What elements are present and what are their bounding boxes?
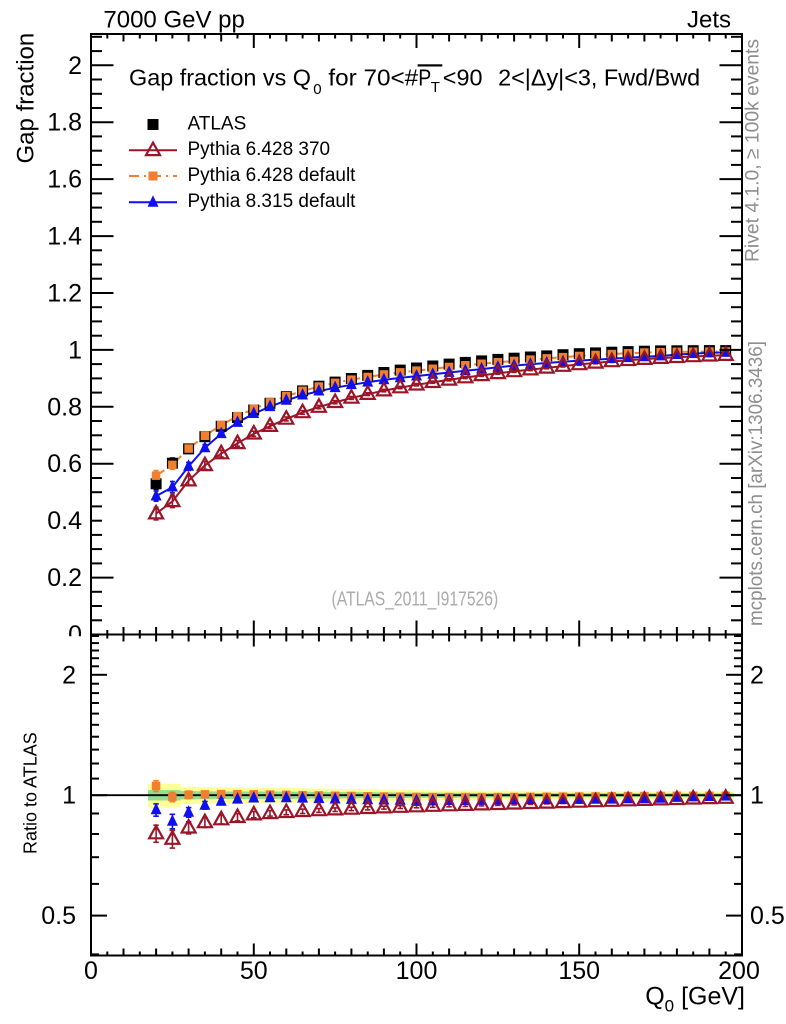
svg-text:1.2: 1.2 bbox=[47, 280, 82, 308]
svg-text:T: T bbox=[431, 79, 440, 96]
svg-text:0.5: 0.5 bbox=[41, 902, 76, 930]
svg-text:for 70<#: for 70<# bbox=[328, 65, 418, 91]
svg-text:1.4: 1.4 bbox=[47, 223, 82, 251]
svg-text:1: 1 bbox=[750, 782, 764, 810]
svg-text:0.8: 0.8 bbox=[47, 393, 82, 421]
svg-text:7000 GeV pp: 7000 GeV pp bbox=[103, 7, 244, 34]
svg-text:2: 2 bbox=[750, 661, 764, 689]
svg-text:150: 150 bbox=[558, 957, 600, 985]
svg-text:2<|Δy|<3, Fwd/Bwd: 2<|Δy|<3, Fwd/Bwd bbox=[498, 65, 700, 91]
svg-text:0.4: 0.4 bbox=[47, 507, 82, 535]
svg-text:P: P bbox=[418, 65, 431, 91]
svg-text:Gap fraction: Gap fraction bbox=[13, 33, 40, 164]
svg-text:<90: <90 bbox=[443, 65, 483, 91]
svg-text:Ratio to ATLAS: Ratio to ATLAS bbox=[21, 732, 41, 854]
svg-text:mcplots.cern.ch [arXiv:1306.34: mcplots.cern.ch [arXiv:1306.3436] bbox=[745, 341, 767, 626]
svg-text:0: 0 bbox=[313, 81, 321, 98]
svg-text:Gap fraction vs Q: Gap fraction vs Q bbox=[129, 65, 311, 91]
svg-text:1: 1 bbox=[68, 336, 82, 364]
svg-text:Pythia 6.428 default: Pythia 6.428 default bbox=[188, 165, 357, 186]
svg-text:0.5: 0.5 bbox=[750, 902, 785, 930]
svg-text:1.8: 1.8 bbox=[47, 109, 82, 137]
svg-text:1: 1 bbox=[62, 782, 76, 810]
svg-text:2: 2 bbox=[62, 661, 76, 689]
svg-text:200: 200 bbox=[718, 957, 760, 985]
svg-text:Pythia 8.315 default: Pythia 8.315 default bbox=[188, 191, 357, 212]
svg-text:0: 0 bbox=[68, 621, 82, 649]
svg-text:(ATLAS_2011_I917526): (ATLAS_2011_I917526) bbox=[332, 589, 499, 611]
svg-text:0: 0 bbox=[84, 957, 98, 985]
svg-text:50: 50 bbox=[240, 957, 268, 985]
svg-text:100: 100 bbox=[396, 957, 438, 985]
svg-text:Jets: Jets bbox=[687, 7, 731, 34]
svg-text:Rivet 4.1.0, ≥ 100k events: Rivet 4.1.0, ≥ 100k events bbox=[742, 39, 764, 262]
svg-text:0.6: 0.6 bbox=[47, 450, 82, 478]
svg-text:Q0 [GeV]: Q0 [GeV] bbox=[645, 983, 745, 1016]
svg-text:Pythia 6.428 370: Pythia 6.428 370 bbox=[188, 139, 331, 160]
svg-text:ATLAS: ATLAS bbox=[188, 113, 247, 134]
svg-text:2: 2 bbox=[68, 52, 82, 80]
svg-text:0.2: 0.2 bbox=[47, 564, 82, 592]
svg-text:1.6: 1.6 bbox=[47, 166, 82, 194]
